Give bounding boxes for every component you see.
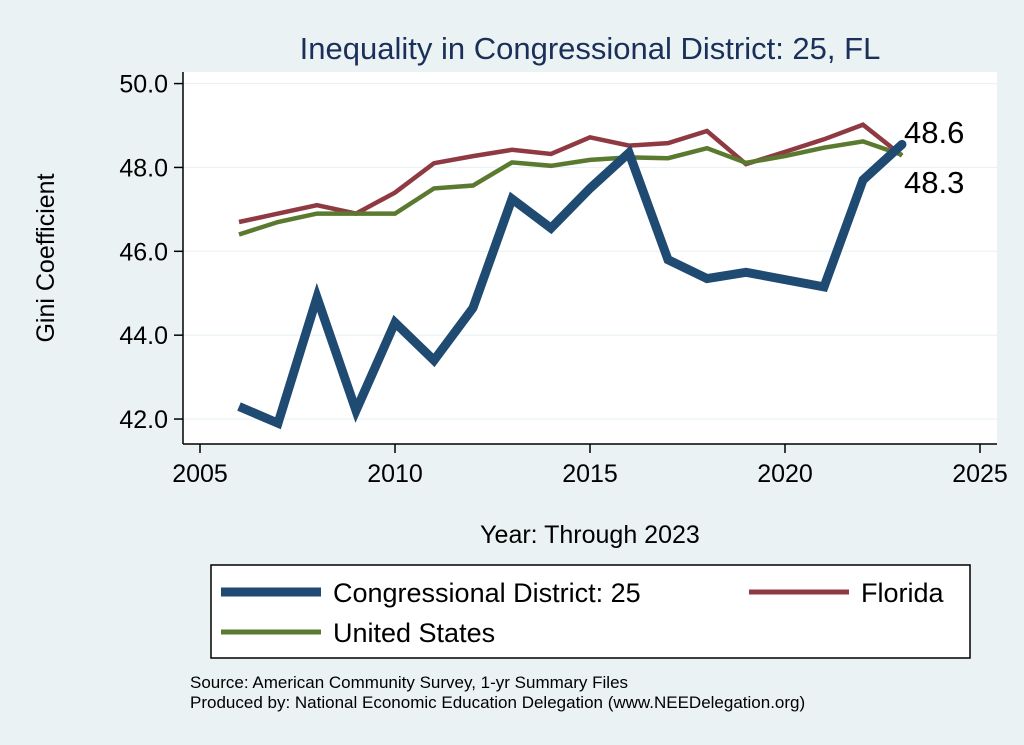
- x-axis: 2005 2010 2015 2020 2025: [172, 443, 1008, 488]
- plot-area: [183, 72, 997, 444]
- source-line-1: Source: American Community Survey, 1-yr …: [190, 673, 628, 692]
- y-tick-label: 46.0: [119, 238, 168, 266]
- end-labels: 48.6 48.3: [904, 115, 964, 200]
- x-tick-label: 2025: [952, 460, 1008, 488]
- y-tick-label: 44.0: [119, 322, 168, 350]
- x-tick-label: 2015: [562, 460, 618, 488]
- y-tick-label: 48.0: [119, 154, 168, 182]
- legend: Congressional District: 25 Florida Unite…: [210, 564, 971, 659]
- source-line-2: Produced by: National Economic Education…: [190, 693, 805, 712]
- district-end-marker: [897, 139, 907, 149]
- chart-title: Inequality in Congressional District: 25…: [300, 31, 881, 66]
- y-tick-label: 50.0: [119, 71, 168, 99]
- gridlines: [183, 82, 997, 420]
- legend-box: [210, 564, 971, 659]
- series-line-district: [237, 141, 906, 430]
- series-lines: [237, 122, 907, 430]
- legend-label-us: United States: [333, 618, 495, 648]
- x-tick-label: 2020: [757, 460, 813, 488]
- series-line-us: [238, 139, 903, 237]
- end-label-us: 48.3: [904, 165, 964, 200]
- x-tick-label: 2005: [172, 460, 228, 488]
- legend-label-district: Congressional District: 25: [333, 578, 641, 608]
- y-axis: 42.0 44.0 46.0 48.0 50.0: [119, 71, 184, 444]
- y-tick-label: 42.0: [119, 406, 168, 434]
- y-axis-title: Gini Coefficient: [32, 173, 60, 342]
- x-axis-title: Year: Through 2023: [480, 521, 700, 549]
- x-tick-label: 2010: [367, 460, 423, 488]
- end-label-district: 48.6: [904, 115, 964, 150]
- legend-label-florida: Florida: [861, 578, 945, 608]
